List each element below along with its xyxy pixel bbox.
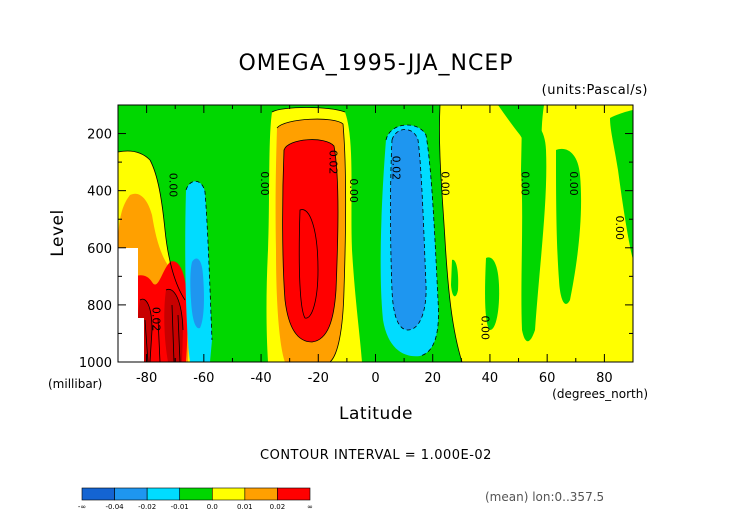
mean-note: (mean) lon:0..357.5 <box>485 490 604 504</box>
contour-value-label: 0.00 <box>478 315 491 340</box>
y-tick-label: 1000 <box>79 356 112 371</box>
colorbar-label: -0.01 <box>171 503 189 511</box>
colorbar-swatch <box>81 487 115 501</box>
contour-value-label: 0.02 <box>149 307 162 332</box>
contour-line <box>298 209 319 319</box>
region-green-nh-island-5 <box>485 257 500 330</box>
contour-line <box>165 288 184 331</box>
region-missing-data-step <box>118 318 144 362</box>
region-red-sh-subtropics <box>282 139 338 342</box>
contour-line <box>390 129 427 331</box>
y-tick-label: 400 <box>87 185 112 200</box>
y-tick-label: 600 <box>87 242 112 257</box>
region-green-nh-island-2 <box>521 119 547 342</box>
colorbar-swatch <box>114 487 148 501</box>
colorbar-label: 0.01 <box>237 503 253 511</box>
contour-line <box>271 107 346 113</box>
contour-line <box>118 150 186 301</box>
colorbar-label: 0.02 <box>270 503 286 511</box>
x-tick-label: 80 <box>596 371 613 386</box>
colorbar: -∞ -0.04 -0.02 -0.01 0.0 0.01 0.02 ∞ <box>78 487 313 511</box>
colorbar-label: 0.0 <box>207 503 218 511</box>
x-tick-label: -60 <box>193 371 214 386</box>
contour-value-label: 0.00 <box>167 173 180 198</box>
plot-area: 0.00 0.00 0.02 0.00 0.02 0.00 0.00 0.00 0.00 0.00… <box>118 105 633 362</box>
contour-line <box>185 180 213 341</box>
contour-line <box>385 124 439 357</box>
x-axis-label: Latitude <box>339 404 413 424</box>
contour-line <box>276 118 347 362</box>
x-tick-label: -40 <box>250 371 271 386</box>
contour-line <box>282 139 339 343</box>
region-blue-itcz <box>390 129 427 330</box>
colorbar-label: -0.04 <box>106 503 125 511</box>
contour-lines <box>118 105 463 362</box>
units-label: (units:Pascal/s) <box>542 83 648 98</box>
colorbar-label: -∞ <box>78 503 86 511</box>
contour-line <box>144 304 181 362</box>
contour-value-label: 0.00 <box>613 216 626 241</box>
region-green-nh-island-6 <box>451 259 459 297</box>
chart-title: OMEGA_1995-JJA_NCEP <box>238 51 513 76</box>
contour-interval-label: CONTOUR INTERVAL = 1.000E-02 <box>260 448 492 463</box>
y-axis: 200 400 600 800 1000 <box>79 104 633 371</box>
x-tick-label: 60 <box>539 371 556 386</box>
contour-value-label: 0.02 <box>327 150 340 175</box>
colorbar-swatch <box>179 487 213 501</box>
region-darkred-sh-highlat-2 <box>164 289 183 362</box>
region-green-nh-island-3 <box>556 148 582 304</box>
x-axis: -80 -60 -40 -20 0 20 40 60 80 <box>117 105 634 386</box>
y-axis-label: Level <box>48 209 68 256</box>
colorbar-swatch <box>277 487 311 501</box>
contour-value-label: 0.00 <box>518 171 531 196</box>
x-tick-label: 40 <box>482 371 499 386</box>
contour-label-group: 0.00 0.00 0.02 0.00 0.02 0.00 0.00 0.00 0.00 0.00… <box>149 150 626 340</box>
y-tick-label: 200 <box>87 128 112 143</box>
contour-value-label: 0.00 <box>347 178 360 203</box>
region-blue-sh-midlat <box>190 258 204 329</box>
colorbar-label: ∞ <box>307 503 313 511</box>
x-tick-label: 0 <box>371 371 379 386</box>
contour-value-label: 0.00 <box>258 171 271 196</box>
colorbar-swatch <box>244 487 278 501</box>
region-green-nh-island-4 <box>610 110 633 260</box>
x-tick-label: 20 <box>424 371 441 386</box>
colorbar-swatch <box>211 487 246 501</box>
contour-line <box>139 298 153 362</box>
y-tick-label: 800 <box>87 299 112 314</box>
x-axis-units: (degrees_north) <box>552 387 648 401</box>
contour-line <box>439 105 463 362</box>
colorbar-label: -0.02 <box>138 503 156 511</box>
x-tick-label: -80 <box>136 371 157 386</box>
contour-value-label: 0.00 <box>567 171 580 196</box>
x-tick-label: -20 <box>308 371 329 386</box>
y-axis-units: (millibar) <box>48 377 102 391</box>
contour-value-label: 0.00 <box>438 171 451 196</box>
contour-value-label: 0.02 <box>390 156 403 181</box>
colorbar-swatch <box>146 487 181 501</box>
